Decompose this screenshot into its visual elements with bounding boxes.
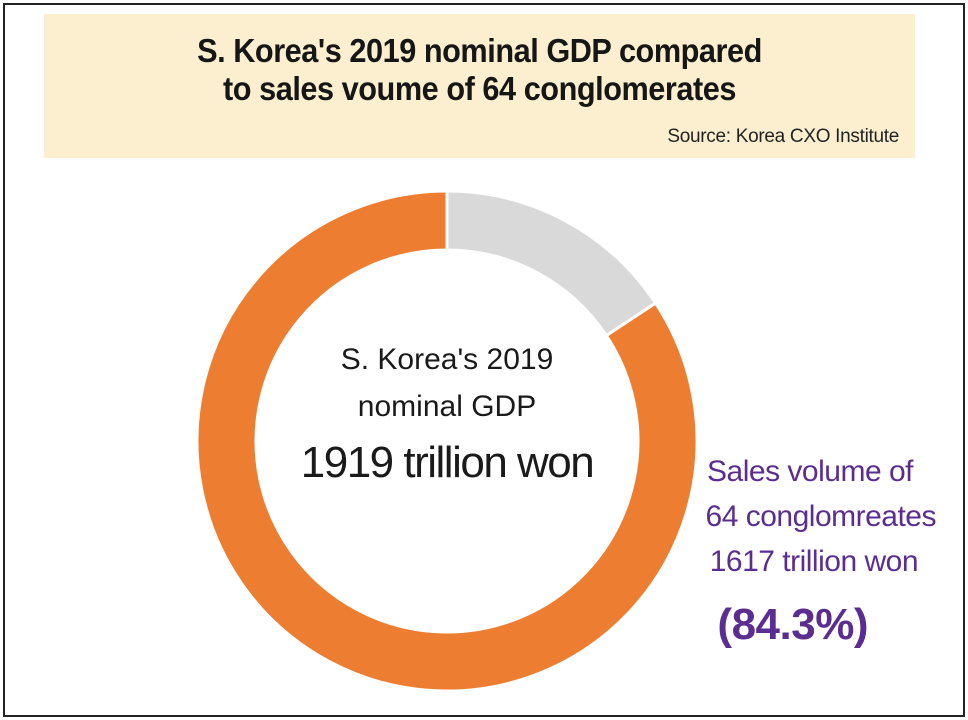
outer-frame: [3, 3, 965, 717]
center-label-value: 1919 trillion won: [300, 438, 595, 487]
chart-title-line-1: S. Korea's 2019 nominal GDP compared: [197, 32, 762, 69]
annotation-percent: (84.3%): [717, 600, 868, 649]
annotation-line-3: 1617 trillion won: [709, 545, 919, 578]
source-note: Source: Korea CXO Institute: [667, 126, 899, 147]
annotation-line-1: Sales volume of: [707, 455, 913, 488]
title-banner: S. Korea's 2019 nominal GDP compared to …: [44, 14, 915, 158]
annotation-line-2: 64 conglomreates: [705, 500, 937, 533]
donut-slice-remainder: [445, 189, 658, 338]
center-label-line-2: nominal GDP: [357, 390, 537, 423]
center-label-line-1: S. Korea's 2019: [340, 343, 554, 376]
donut-slice-conglomerates: [195, 189, 699, 693]
chart-title-line-2: to sales voume of 64 conglomerates: [223, 70, 736, 107]
